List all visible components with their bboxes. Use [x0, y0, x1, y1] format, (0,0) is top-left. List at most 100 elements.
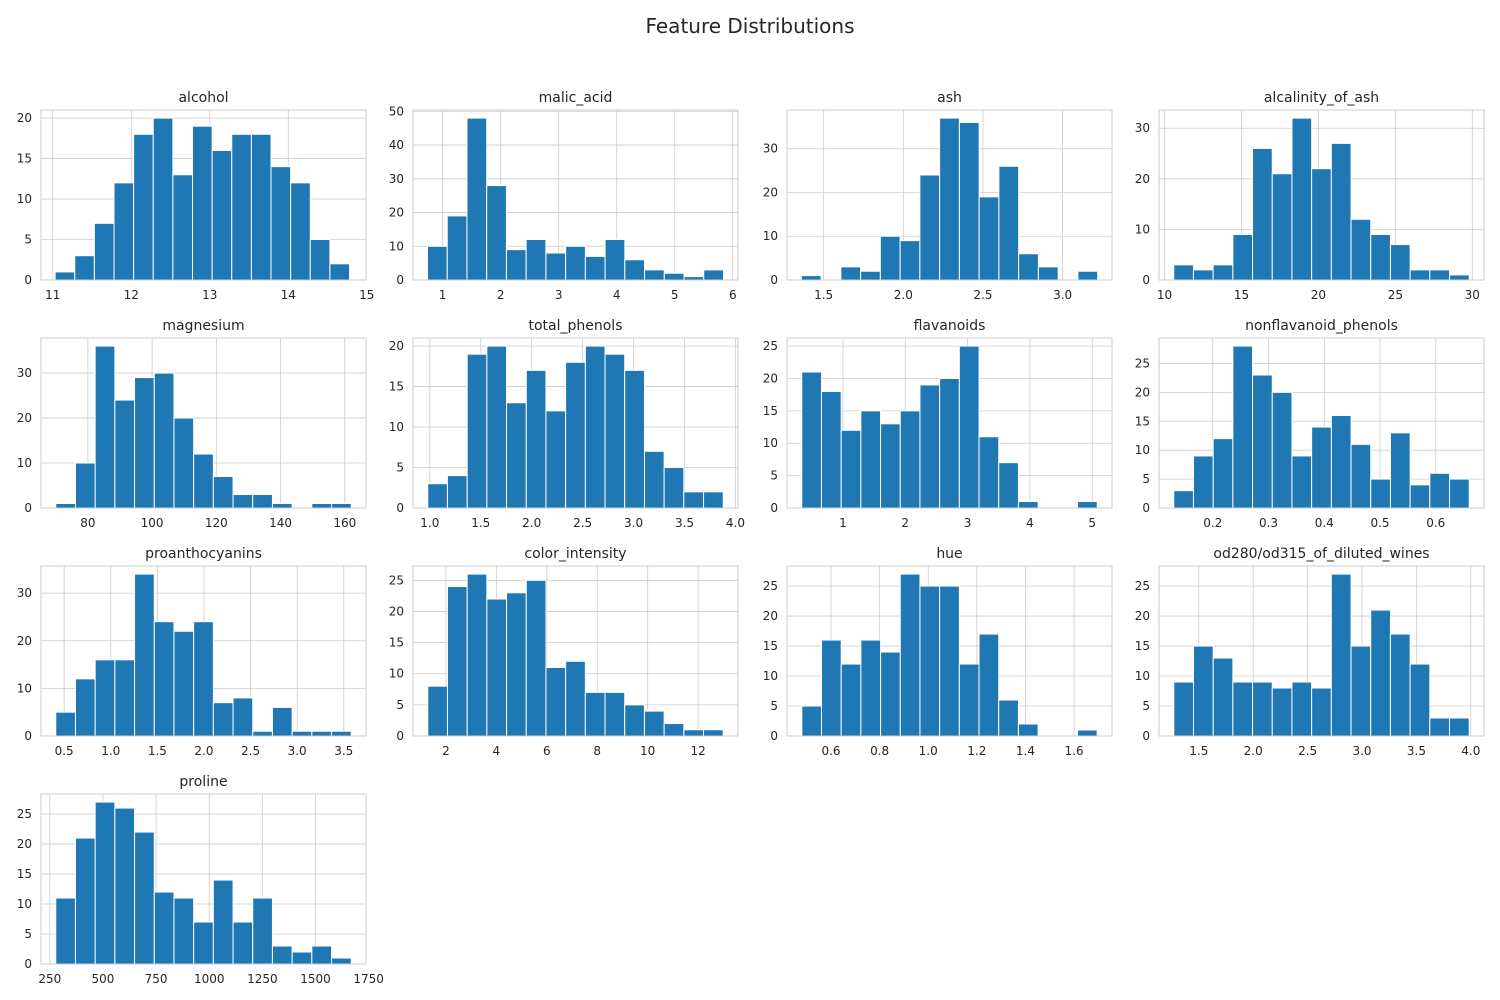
histogram-bar — [860, 270, 881, 281]
y-tick-label: 30 — [17, 586, 32, 600]
histogram-bar — [1212, 264, 1234, 281]
x-tick-label: 12 — [124, 288, 139, 302]
x-tick-label: 2.5 — [1298, 744, 1317, 758]
x-tick-label: 500 — [92, 972, 115, 986]
x-tick-label: 15 — [1234, 288, 1249, 302]
histogram-bar — [1232, 681, 1254, 737]
y-tick-label: 10 — [763, 669, 778, 683]
x-tick-label: 1.5 — [471, 516, 490, 530]
histogram-bar — [505, 249, 527, 281]
histogram-bar — [1311, 168, 1332, 281]
histogram-bar — [193, 921, 214, 965]
histogram-bar — [1350, 443, 1372, 509]
y-tick-label: 0 — [24, 957, 32, 971]
histogram-bar — [1409, 269, 1431, 281]
histogram-bar — [584, 255, 606, 281]
histogram-bar — [703, 491, 724, 509]
subplot-title: alcohol — [178, 90, 228, 106]
y-tick-label: 20 — [17, 411, 32, 425]
histogram-bar — [113, 182, 135, 281]
histogram-bar — [899, 573, 921, 737]
histogram-bar — [54, 271, 76, 281]
y-tick-label: 10 — [389, 420, 404, 434]
y-tick-label: 10 — [389, 667, 404, 681]
y-tick-label: 20 — [389, 206, 404, 220]
y-tick-label: 20 — [389, 604, 404, 618]
x-tick-label: 1.0 — [101, 744, 120, 758]
x-tick-label: 13 — [202, 288, 217, 302]
histogram-bar — [663, 272, 685, 281]
histogram-bar — [93, 222, 115, 281]
histogram-bar — [152, 117, 174, 281]
x-tick-label: 2.5 — [973, 288, 992, 302]
y-tick-label: 25 — [389, 573, 404, 587]
x-tick-label: 1 — [439, 288, 447, 302]
histogram-magnesium: magnesium 80 100 120 140 160 0 10 20 30 — [17, 318, 367, 530]
histogram-bar — [311, 730, 333, 737]
y-tick-label: 0 — [396, 729, 404, 743]
x-tick-label: 30 — [1465, 288, 1480, 302]
y-tick-label: 5 — [1142, 699, 1150, 713]
histogram-bar — [1429, 472, 1451, 509]
histogram-bar — [998, 699, 1019, 737]
y-tick-label: 0 — [396, 273, 404, 287]
histogram-bar — [134, 831, 155, 965]
plot-frame — [1158, 565, 1485, 737]
plot-frame — [412, 337, 739, 509]
histogram-total-phenols: total_phenols 1.0 1.5 2.0 2.5 3.0 3.5 4.0 0 5 10 15… — [389, 318, 745, 530]
histogram-bar — [1018, 253, 1039, 281]
x-tick-label: 11 — [45, 288, 60, 302]
histogram-bar — [683, 491, 705, 509]
subplot-title: nonflavanoid_phenols — [1245, 318, 1398, 334]
histogram-bar — [919, 174, 941, 281]
histogram-bar — [565, 660, 586, 737]
histogram-bar — [94, 801, 116, 965]
y-tick-label: 40 — [389, 138, 404, 152]
histogram-bar — [466, 117, 488, 281]
histogram-bar — [153, 372, 175, 509]
y-tick-label: 20 — [389, 339, 404, 353]
y-tick-label: 30 — [389, 172, 404, 186]
y-tick-label: 10 — [1135, 669, 1150, 683]
x-tick-label: 4 — [493, 744, 501, 758]
subplot-title: color_intensity — [524, 546, 626, 562]
histogram-bar — [331, 503, 352, 509]
plot-frame — [786, 109, 1113, 281]
y-tick-label: 0 — [396, 501, 404, 515]
x-tick-label: 4.0 — [1461, 744, 1480, 758]
x-tick-label: 10 — [640, 744, 655, 758]
x-tick-label: 1.6 — [1065, 744, 1084, 758]
y-tick-label: 15 — [763, 404, 778, 418]
histogram-od280-od315-of-diluted-wines: od280/od315_of_diluted_wines 1.5 2.0 2.5 3.0… — [1135, 546, 1485, 758]
histogram-bar — [1271, 391, 1293, 509]
histogram-bar — [1077, 270, 1099, 281]
histogram-bar — [114, 659, 136, 737]
subplot-title: total_phenols — [528, 318, 622, 334]
x-tick-label: 15 — [359, 288, 374, 302]
histogram-bar — [545, 252, 567, 281]
histogram-bar — [1232, 345, 1254, 509]
y-tick-label: 15 — [17, 867, 32, 881]
histogram-bar — [840, 429, 862, 509]
y-tick-label: 10 — [763, 229, 778, 243]
x-tick-label: 2 — [497, 288, 505, 302]
histogram-bar — [309, 239, 331, 281]
histogram-bar — [840, 266, 862, 281]
histogram-bar — [584, 691, 606, 737]
y-tick-label: 10 — [763, 436, 778, 450]
histogram-bar — [291, 730, 313, 737]
histogram-bar — [134, 377, 155, 509]
subplot-title: proanthocyanins — [145, 546, 262, 562]
x-tick-label: 5 — [671, 288, 679, 302]
histogram-bar — [193, 621, 214, 737]
subplot-title: hue — [936, 546, 962, 562]
x-tick-label: 1.5 — [148, 744, 167, 758]
histogram-bar — [1291, 455, 1313, 509]
y-tick-label: 0 — [770, 729, 778, 743]
plot-frame — [40, 337, 367, 509]
histogram-bar — [252, 730, 273, 737]
x-tick-label: 4 — [613, 288, 621, 302]
plot-frame — [40, 109, 367, 281]
histogram-bar — [545, 410, 567, 509]
x-tick-label: 3.0 — [1352, 744, 1371, 758]
